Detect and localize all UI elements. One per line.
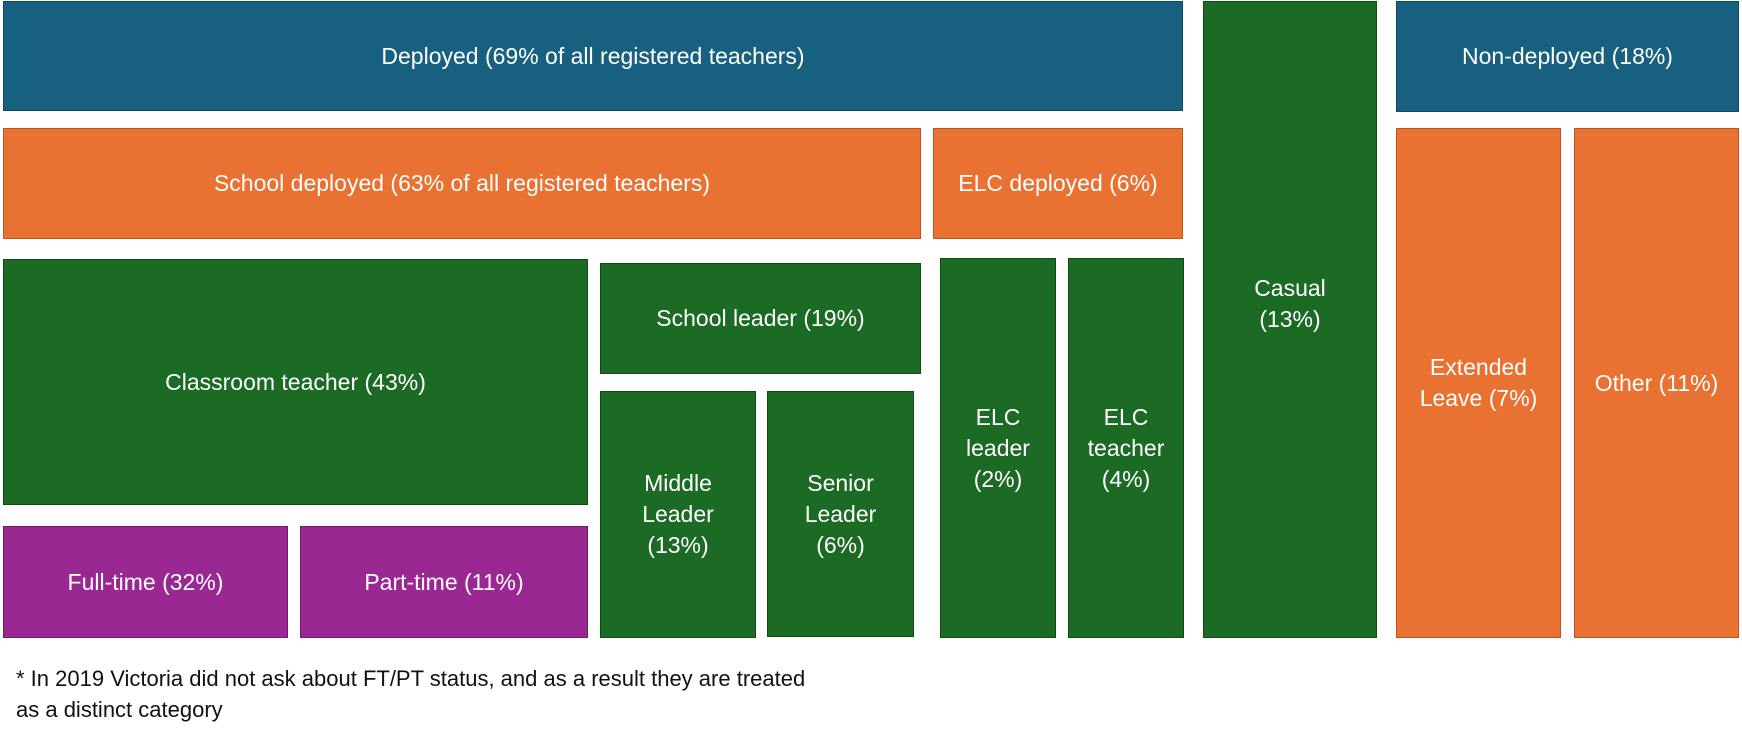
deployed-box: Deployed (69% of all registered teachers… (3, 1, 1183, 111)
elc-teacher-box: ELC teacher (4%) (1068, 258, 1184, 638)
senior-leader-box: Senior Leader (6%) (767, 391, 914, 637)
part-time-label: Part-time (11%) (364, 568, 524, 595)
extended-leave-label: Extended Leave (7%) (1419, 354, 1538, 411)
full-time-label: Full-time (32%) (67, 568, 224, 595)
elc-deployed-box: ELC deployed (6%) (933, 128, 1183, 239)
middle-leader-label: Middle Leader (13%) (642, 470, 714, 558)
school-leader-box: School leader (19%) (600, 263, 921, 374)
casual-box: Casual (13%) (1203, 1, 1377, 638)
extended-leave-box: Extended Leave (7%) (1396, 128, 1561, 638)
other-box: Other (11%) (1574, 128, 1739, 638)
full-time-box: Full-time (32%) (3, 526, 288, 638)
elc-teacher-label: ELC teacher (4%) (1087, 403, 1165, 492)
deployed-label: Deployed (69% of all registered teachers… (381, 42, 805, 69)
senior-leader-label: Senior Leader (6%) (804, 469, 877, 558)
school-deployed-label: School deployed (63% of all registered t… (213, 170, 711, 196)
elc-leader-label: ELC leader (2%) (966, 403, 1030, 492)
footnote: * In 2019 Victoria did not ask about FT/… (16, 666, 806, 722)
non-deployed-box: Non-deployed (18%) (1396, 1, 1739, 112)
part-time-box: Part-time (11%) (300, 526, 588, 638)
classroom-teacher-label: Classroom teacher (43%) (165, 368, 426, 395)
casual-label: Casual (13%) (1254, 274, 1326, 332)
middle-leader-box: Middle Leader (13%) (600, 391, 756, 638)
elc-leader-box: ELC leader (2%) (940, 258, 1056, 638)
non-deployed-label: Non-deployed (18%) (1462, 43, 1673, 69)
other-label: Other (11%) (1594, 369, 1719, 396)
school-deployed-box: School deployed (63% of all registered t… (3, 128, 921, 239)
school-leader-label: School leader (19%) (656, 305, 865, 331)
classroom-teacher-box: Classroom teacher (43%) (3, 259, 588, 505)
elc-deployed-label: ELC deployed (6%) (958, 170, 1158, 196)
